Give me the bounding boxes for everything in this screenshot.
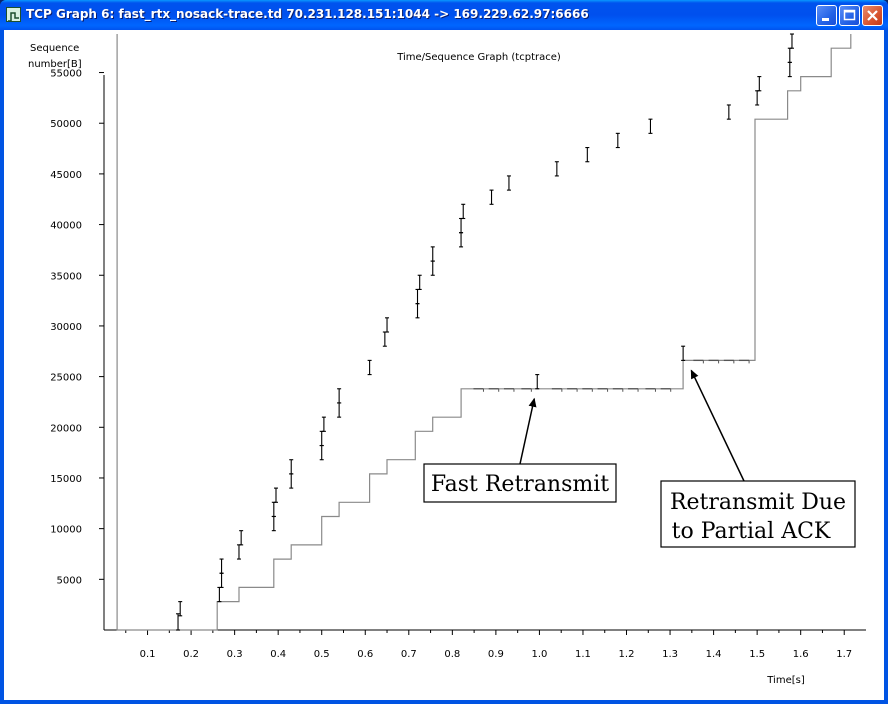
- x-tick-label: 0.4: [270, 649, 286, 660]
- close-button[interactable]: [862, 5, 883, 26]
- x-tick-label: 1.7: [836, 649, 852, 660]
- data-segment: [385, 317, 390, 333]
- annotation-partial-ack-line1: Retransmit Due: [670, 490, 846, 515]
- data-segment: [382, 331, 387, 347]
- data-segment: [415, 303, 420, 319]
- data-segment: [789, 33, 794, 49]
- y-tick-label: 40000: [50, 221, 82, 232]
- annotation-fast-retransmit: Fast Retransmit: [431, 472, 609, 497]
- data-segment: [337, 402, 342, 418]
- x-tick-label: 0.6: [357, 649, 373, 660]
- data-segment: [430, 246, 435, 262]
- data-segment: [239, 530, 244, 546]
- graph-area: Time/Sequence Graph (tcptrace) Sequence …: [4, 30, 884, 700]
- data-segment: [787, 47, 792, 63]
- x-tick-label: 1.4: [706, 649, 722, 660]
- data-segment: [554, 161, 559, 177]
- data-segment: [535, 374, 540, 390]
- data-segment: [337, 388, 342, 404]
- x-tick-label: 0.9: [488, 649, 504, 660]
- title-bar[interactable]: TCP Graph 6: fast_rtx_nosack-trace.td 70…: [0, 0, 888, 30]
- time-sequence-chart: Time/Sequence Graph (tcptrace) Sequence …: [28, 33, 866, 686]
- data-segment: [757, 76, 762, 92]
- chart-title: Time/Sequence Graph (tcptrace): [396, 52, 561, 63]
- data-segment: [461, 203, 466, 220]
- data-segment: [271, 501, 276, 518]
- minimize-button[interactable]: [816, 5, 837, 26]
- data-segment: [726, 104, 731, 120]
- data-segment: [585, 146, 590, 163]
- data-segment: [430, 260, 435, 276]
- data-segment: [236, 544, 241, 560]
- data-segment: [681, 345, 686, 361]
- annotation-box-fast-retransmit: [423, 463, 617, 503]
- annotation-arrow-fast-retransmit: [519, 397, 537, 465]
- maximize-icon: [843, 9, 856, 21]
- y-tick-label: 30000: [50, 322, 82, 333]
- x-tick-label: 0.1: [140, 649, 156, 660]
- x-tick-label: 0.8: [444, 649, 460, 660]
- y-axis-label-line1: Sequence: [30, 43, 79, 54]
- x-tick-label: 0.3: [227, 649, 243, 660]
- annotation-arrow-partial-ack: [690, 369, 745, 482]
- annotation-partial-ack-line2: to Partial ACK: [672, 519, 831, 544]
- data-segment: [367, 359, 372, 376]
- data-segment: [321, 416, 326, 432]
- data-segment: [459, 217, 464, 234]
- x-tick-label: 1.5: [749, 649, 765, 660]
- data-segment: [319, 444, 324, 461]
- data-segment: [648, 118, 653, 134]
- y-tick-label: 10000: [50, 525, 82, 536]
- data-segment: [289, 459, 294, 475]
- x-tick-label: 0.5: [314, 649, 330, 660]
- data-segment: [273, 487, 278, 503]
- y-tick-label: 50000: [50, 119, 82, 130]
- data-segment: [615, 132, 620, 149]
- maximize-button[interactable]: [839, 5, 860, 26]
- app-graph-icon: [6, 7, 21, 22]
- data-segment: [417, 274, 422, 290]
- x-tick-label: 1.2: [619, 649, 635, 660]
- ack-step-line: [116, 34, 852, 631]
- y-tick-label: 45000: [50, 170, 82, 181]
- x-tick-label: 1.6: [793, 649, 809, 660]
- data-segment: [178, 601, 183, 617]
- x-tick-label: 1.0: [531, 649, 547, 660]
- y-tick-label: 5000: [57, 575, 82, 586]
- data-segment: [219, 558, 224, 574]
- data-segment: [787, 61, 792, 78]
- x-axis-label: Time[s]: [766, 675, 805, 686]
- y-tick-label: 25000: [50, 373, 82, 384]
- data-segment: [755, 90, 760, 106]
- data-segment: [217, 586, 222, 603]
- y-tick-label: 15000: [50, 474, 82, 485]
- y-axis-label-line2: number[B]: [28, 59, 82, 70]
- data-segment: [219, 572, 224, 588]
- data-segment: [489, 189, 494, 205]
- data-segment: [319, 430, 324, 447]
- data-segment: [289, 473, 294, 489]
- y-tick-label: 55000: [50, 69, 82, 80]
- y-tick-label: 20000: [50, 423, 82, 434]
- x-tick-label: 0.7: [401, 649, 417, 660]
- window-title: TCP Graph 6: fast_rtx_nosack-trace.td 70…: [26, 7, 589, 21]
- data-segment: [415, 288, 420, 305]
- close-icon: [867, 10, 878, 21]
- data-segment: [176, 613, 181, 631]
- minimize-icon: [822, 18, 829, 21]
- x-tick-label: 1.3: [662, 649, 678, 660]
- y-tick-label: 35000: [50, 271, 82, 282]
- x-tick-label: 0.2: [183, 649, 199, 660]
- x-tick-label: 1.1: [575, 649, 591, 660]
- data-segment: [506, 175, 511, 191]
- data-segment: [271, 515, 276, 532]
- data-segment: [459, 232, 464, 248]
- annotation-box-partial-ack: [660, 480, 856, 548]
